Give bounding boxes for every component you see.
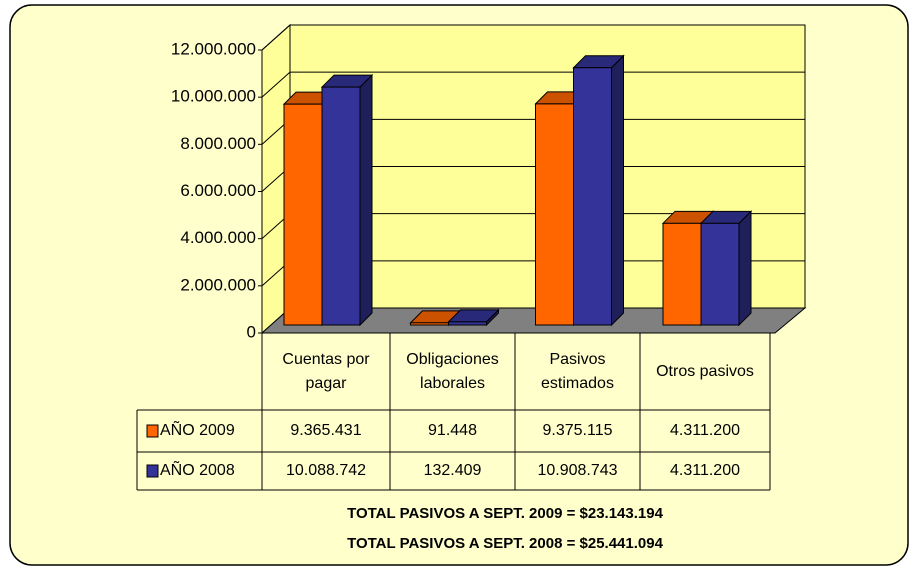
bar: [410, 322, 449, 326]
y-tick-label: 2.000.000: [180, 275, 256, 294]
y-tick-label: 0: [247, 322, 256, 341]
value-label: 91.448: [428, 422, 477, 439]
annotation: TOTAL PASIVOS A SEPT. 2009 = $23.143.194: [347, 505, 663, 522]
category-label: Obligaciones laborales: [406, 350, 499, 392]
bar-side: [738, 210, 752, 327]
value-label: 132.409: [423, 462, 482, 479]
value-label: 9.365.431: [290, 422, 362, 439]
legend-swatch: [146, 464, 159, 478]
bar-side: [359, 73, 373, 327]
value-label: 4.311.200: [670, 422, 740, 439]
bar: [448, 321, 487, 326]
legend-label: AÑO 2008: [160, 462, 235, 479]
bar: [535, 103, 574, 326]
legend-swatch: [146, 424, 159, 438]
bar: [662, 222, 702, 326]
grid-line: [261, 71, 291, 98]
bar-side: [611, 54, 624, 327]
value-label: 4.311.200: [670, 462, 740, 479]
value-label: 9.375.115: [542, 422, 613, 439]
category-label: Otros pasivos: [656, 362, 754, 380]
category-label: Pasivos estimados: [541, 350, 614, 392]
y-tick-label: 10.000.000: [171, 87, 256, 106]
y-tick-label: 8.000.000: [180, 134, 256, 153]
grid-line: [261, 24, 291, 51]
y-tick-label: 6.000.000: [180, 181, 256, 200]
bar: [283, 103, 323, 326]
legend-label: AÑO 2009: [160, 422, 235, 439]
value-label: 10.908.743: [537, 462, 618, 479]
y-tick-label: 4.000.000: [180, 228, 256, 247]
y-tick-label: 12.000.000: [171, 39, 256, 58]
bar: [321, 86, 361, 326]
annotation: TOTAL PASIVOS A SEPT. 2008 = $25.441.094: [347, 535, 663, 552]
category-label: Cuentas por pagar: [282, 350, 370, 392]
bar: [573, 67, 612, 326]
value-label: 10.088.742: [285, 462, 367, 479]
bar: [700, 222, 740, 326]
